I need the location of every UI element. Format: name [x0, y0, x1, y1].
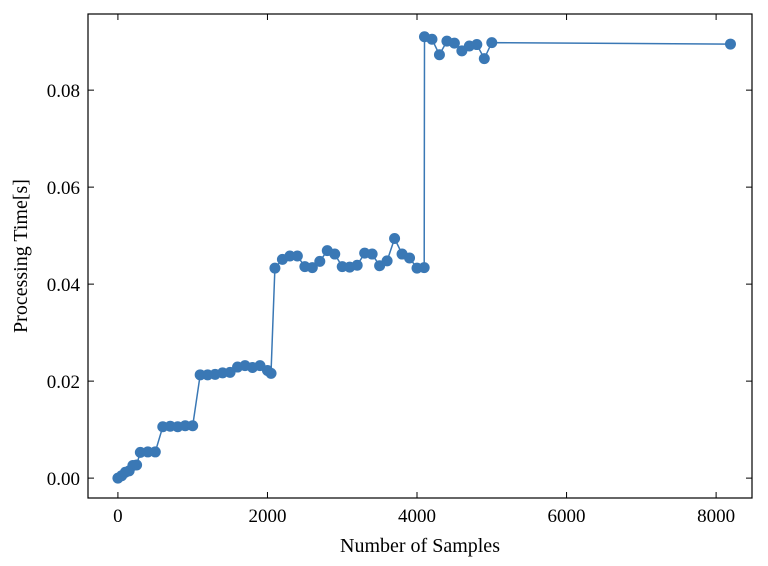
data-point: [486, 37, 498, 49]
y-tick-label: 0.02: [47, 372, 80, 393]
data-point: [404, 252, 416, 264]
plot-frame: [87, 13, 753, 499]
x-tick-label: 2000: [248, 506, 286, 527]
y-tick-label: 0.08: [47, 81, 80, 102]
data-point: [724, 38, 736, 50]
data-point: [314, 255, 326, 267]
x-axis-label: Number of Samples: [340, 535, 500, 557]
data-point: [329, 248, 341, 260]
y-tick-label: 0.00: [47, 469, 80, 490]
data-point: [366, 248, 378, 260]
data-point: [269, 262, 281, 274]
data-point: [149, 446, 161, 458]
data-point: [426, 33, 438, 45]
plot-marks: [112, 31, 736, 484]
data-point: [471, 39, 483, 51]
x-tick-label: 4000: [398, 506, 436, 527]
data-point: [381, 255, 393, 267]
series-line: [117, 35, 731, 479]
data-point: [389, 233, 401, 245]
data-point: [448, 37, 460, 49]
data-point: [418, 262, 430, 274]
x-tick-label: 6000: [548, 506, 586, 527]
data-point: [265, 367, 277, 379]
x-tick-label: 8000: [697, 506, 735, 527]
data-point: [433, 49, 445, 61]
data-point: [478, 53, 490, 65]
y-tick-label: 0.06: [47, 178, 80, 199]
data-point: [187, 420, 199, 432]
data-point: [131, 459, 143, 471]
data-point: [306, 262, 318, 274]
y-tick-label: 0.04: [47, 275, 81, 296]
x-tick-label: 0: [113, 506, 123, 527]
data-point: [351, 259, 363, 271]
data-point: [291, 250, 303, 262]
y-axis-label: Processing Time[s]: [10, 179, 32, 333]
axis-ticks: 0 2000 4000 6000 8000 0.00 0.02 0.04 0.06 0.08: [47, 14, 752, 527]
